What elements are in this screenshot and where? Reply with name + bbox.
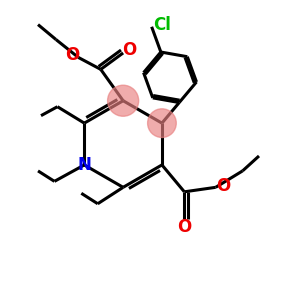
Text: O: O	[64, 46, 79, 64]
Text: O: O	[216, 177, 230, 195]
Text: Cl: Cl	[153, 16, 171, 34]
Text: N: N	[77, 156, 91, 174]
Circle shape	[148, 109, 176, 137]
Text: O: O	[177, 218, 191, 236]
Circle shape	[108, 85, 139, 116]
Text: O: O	[123, 41, 137, 59]
